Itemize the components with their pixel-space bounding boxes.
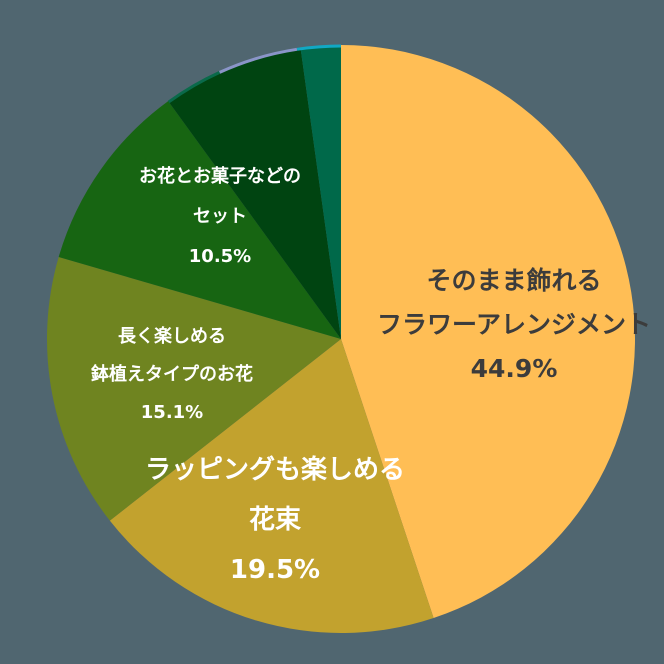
- label-bouquet: ラッピングも楽しめる 花束 19.5%: [144, 455, 406, 585]
- label-potted-plant: 長く楽しめる 鉢植えタイプのお花 15.1%: [91, 326, 253, 423]
- pie-slice-1: [109, 339, 434, 634]
- pie-slice-0: [341, 45, 635, 619]
- edge-sliver-2: [296, 44, 342, 51]
- pie-slice-2: [46, 256, 342, 521]
- label-flower-arrangement: そのまま飾れる フラワーアレンジメント 44.9%: [376, 265, 652, 383]
- pie-slice-5: [300, 45, 341, 339]
- pie-slice-3: [58, 101, 342, 339]
- pie-slice-4: [168, 47, 341, 339]
- edge-sliver-1: [218, 47, 298, 74]
- edge-sliver-0: [167, 70, 221, 104]
- label-flower-sweets-set: お花とお菓子などの セット 10.5%: [139, 166, 301, 267]
